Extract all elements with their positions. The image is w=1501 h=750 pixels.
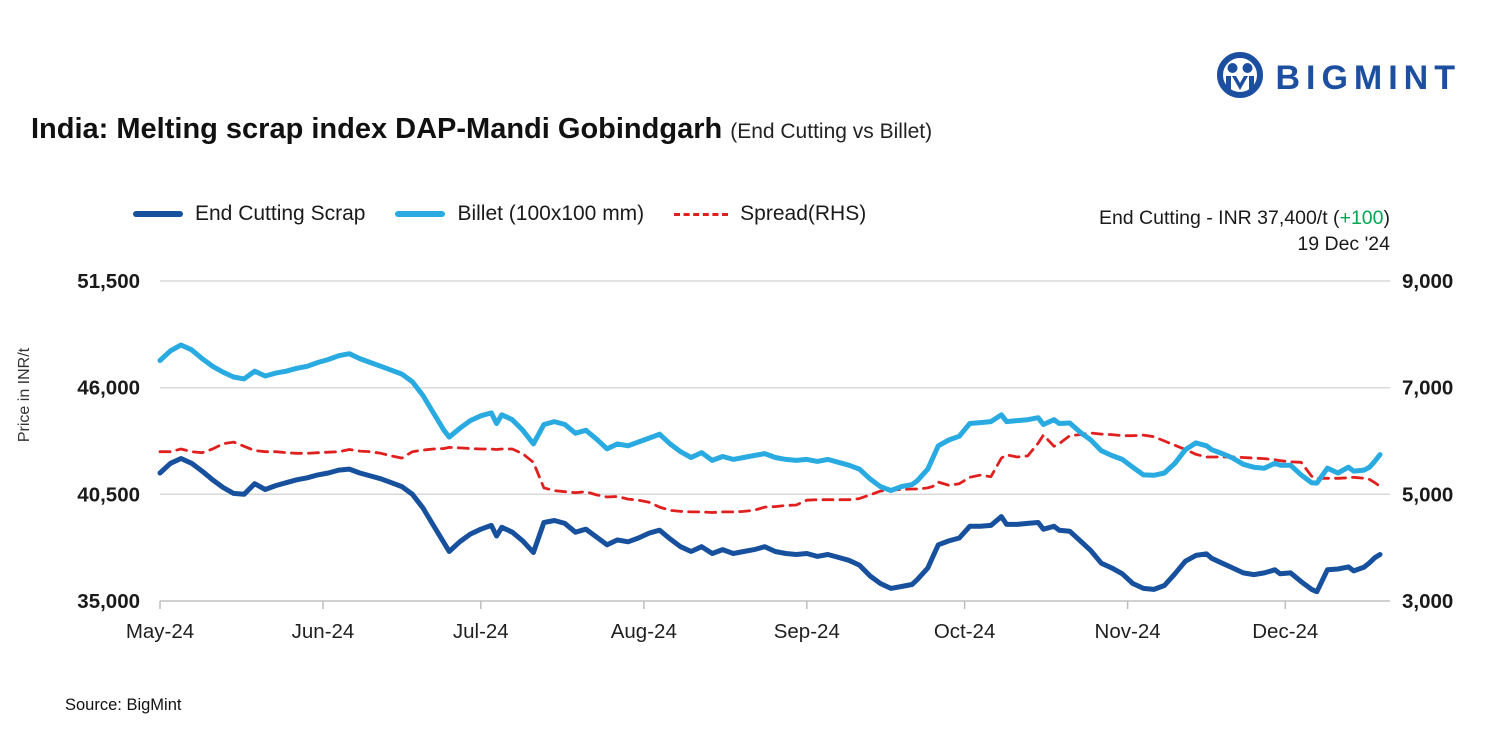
x-axis-label: Nov-24: [1095, 620, 1161, 643]
y-axis-title: Price in INR/t: [16, 347, 33, 443]
legend-item-end-cutting-scrap: End Cutting Scrap: [133, 202, 365, 226]
end-cutting-line-swatch: [133, 211, 183, 217]
latest-price-line: End Cutting - INR 37,400/t (+100): [1098, 207, 1390, 229]
x-axis-label: Sep-24: [774, 620, 840, 643]
x-axis-label: May-24: [126, 620, 194, 643]
bigmint-logo-text: BIGMINT: [1275, 58, 1461, 97]
x-axis-label: Jul-24: [453, 620, 509, 643]
x-axis-label: Dec-24: [1252, 620, 1318, 643]
x-axis-label: Jun-24: [292, 620, 355, 643]
page-title: India: Melting scrap index DAP-Mandi Gob…: [31, 113, 932, 146]
legend-label: Spread(RHS): [740, 202, 867, 225]
latest-price-date: 19 Dec '24: [1297, 233, 1390, 255]
legend-item-spread: Spread(RHS): [674, 202, 866, 226]
bigmint-logo-icon: [1217, 52, 1264, 98]
legend-label: End Cutting Scrap: [195, 202, 366, 225]
y-axis-label-right: 3,000: [1402, 590, 1453, 613]
x-axis-label: Oct-24: [934, 620, 996, 643]
y-axis-label-right: 7,000: [1402, 377, 1453, 400]
price-change-positive: +100: [1339, 207, 1384, 229]
legend-label: Billet (100x100 mm): [457, 202, 645, 225]
spread-line-swatch: [674, 212, 729, 216]
y-axis-label-right: 9,000: [1402, 270, 1453, 293]
latest-price-annotation: End Cutting - INR 37,400/t (+100) 19 Dec…: [1099, 205, 1390, 257]
chart-subtitle: (End Cutting vs Billet): [730, 120, 933, 143]
legend-item-billet: Billet (100x100 mm): [395, 202, 644, 226]
y-axis-label-left: 51,500: [77, 270, 140, 293]
bigmint-logo: BIGMINT: [1217, 52, 1461, 104]
series-line-spread-rhs-: [158, 431, 1382, 514]
x-axis-label: Aug-24: [611, 620, 677, 643]
series-line-end-cutting-scrap: [157, 456, 1383, 595]
source-note: Source: BigMint: [65, 696, 182, 714]
legend: End Cutting Scrap Billet (100x100 mm) Sp…: [133, 202, 866, 226]
billet-line-swatch: [395, 211, 446, 217]
chart-title: India: Melting scrap index DAP-Mandi Gob…: [31, 113, 723, 145]
y-axis-label-left: 35,000: [77, 590, 140, 613]
y-axis-label-left: 40,500: [77, 483, 140, 506]
y-axis-label-right: 5,000: [1402, 483, 1453, 506]
series-line-billet-100x100-mm-: [157, 342, 1383, 493]
y-axis-label-left: 46,000: [77, 377, 140, 400]
